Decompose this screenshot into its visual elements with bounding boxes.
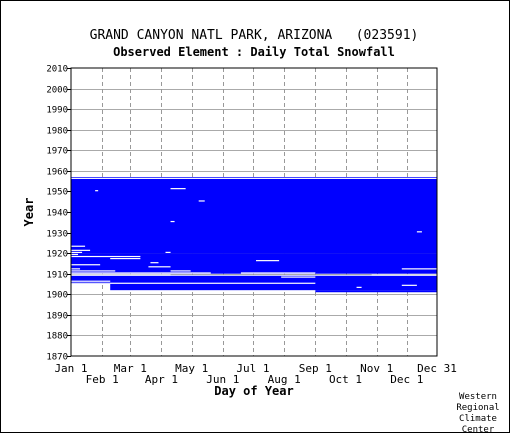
data-missing-gap xyxy=(401,284,417,286)
x-tick-label-lower: Apr 1 xyxy=(145,373,178,386)
data-missing-gap xyxy=(150,262,159,264)
data-missing-gap xyxy=(148,266,171,268)
chart-title: GRAND CANYON NATL PARK, ARIZONA (023591) xyxy=(90,28,419,43)
x-tick-label-lower: Oct 1 xyxy=(329,373,362,386)
y-tick-label: 1880 xyxy=(46,332,68,342)
data-missing-gap xyxy=(71,251,83,254)
data-missing-gap xyxy=(198,200,205,202)
y-tick-label: 1940 xyxy=(46,209,68,219)
data-missing-gap xyxy=(71,264,101,266)
x-tick-label-upper: Jul 1 xyxy=(236,362,269,375)
y-tick-label: 1930 xyxy=(46,230,68,240)
data-missing-gap xyxy=(356,286,362,288)
y-tick-label: 1970 xyxy=(46,147,68,157)
y-tick-label: 1950 xyxy=(46,188,68,198)
x-tick-label-lower: Jun 1 xyxy=(206,373,239,386)
y-tick-label: 1920 xyxy=(46,250,68,260)
y-tick-label: 1910 xyxy=(46,271,68,281)
x-axis-ticks: Jan 1 Mar 1 May 1 Jul 1 Sep 1 Nov 1 Dec 31 Feb … xyxy=(54,362,456,386)
x-tick-label-upper: May 1 xyxy=(175,362,208,375)
x-tick-label-lower: Aug 1 xyxy=(268,373,301,386)
data-coverage-block xyxy=(71,275,437,284)
data-missing-gap xyxy=(71,255,141,258)
data-missing-gap xyxy=(170,270,191,272)
data-missing-gap xyxy=(71,270,116,272)
x-tick-label-upper: Dec 31 xyxy=(417,362,457,375)
data-coverage-block xyxy=(71,177,437,254)
y-tick-label: 2010 xyxy=(46,65,68,75)
credit-line: Regional xyxy=(456,403,499,413)
data-missing-gap xyxy=(71,282,316,284)
credit-line: Climate xyxy=(459,414,497,424)
y-tick-label: 2000 xyxy=(46,86,68,96)
x-axis-label: Day of Year xyxy=(214,384,293,398)
data-missing-gap xyxy=(71,272,211,274)
x-tick-label-lower: Dec 1 xyxy=(390,373,423,386)
data-missing-gap xyxy=(95,190,99,192)
data-missing-gap xyxy=(165,251,171,254)
data-missing-gap xyxy=(110,257,141,260)
data-missing-gap xyxy=(170,220,175,223)
y-tick-label: 1900 xyxy=(46,291,68,301)
x-tick-label-upper: Nov 1 xyxy=(360,362,393,375)
data-missing-gap xyxy=(240,272,316,274)
y-tick-label: 1980 xyxy=(46,127,68,137)
x-tick-label-upper: Sep 1 xyxy=(299,362,332,375)
data-missing-gap xyxy=(71,177,437,179)
data-missing-gap xyxy=(170,188,186,190)
chart-subtitle: Observed Element : Daily Total Snowfall xyxy=(113,45,395,59)
x-tick-label-upper: Jan 1 xyxy=(54,362,87,375)
y-tick-label: 1960 xyxy=(46,168,68,178)
data-missing-gap xyxy=(71,253,79,256)
x-tick-label-upper: Mar 1 xyxy=(114,362,147,375)
data-coverage-block xyxy=(71,253,437,274)
data-missing-gap xyxy=(371,274,437,276)
data-missing-gap xyxy=(281,276,316,278)
data-missing-gap xyxy=(71,274,171,276)
snowfall-data xyxy=(71,177,437,293)
credit-block: Western Regional Climate Center xyxy=(456,392,499,434)
y-axis-ticks: 1870 1880 1890 1900 1910 1920 1930 1940 1950 1960… xyxy=(46,65,71,363)
data-coverage-block xyxy=(110,284,437,291)
y-tick-label: 1990 xyxy=(46,106,68,116)
credit-line: Western xyxy=(459,392,497,402)
y-axis-label: Year xyxy=(22,198,36,227)
y-tick-label: 1870 xyxy=(46,353,68,363)
x-tick-label-lower: Feb 1 xyxy=(86,373,119,386)
credit-line: Center xyxy=(462,425,495,434)
y-tick-label: 1890 xyxy=(46,312,68,322)
data-missing-gap xyxy=(256,260,280,262)
data-missing-gap xyxy=(416,231,422,233)
data-missing-gap xyxy=(71,249,91,251)
data-missing-gap xyxy=(71,280,111,282)
data-missing-gap xyxy=(401,268,437,270)
data-missing-gap xyxy=(71,245,86,247)
data-missing-gap xyxy=(71,268,81,270)
data-coverage-block xyxy=(315,290,437,293)
